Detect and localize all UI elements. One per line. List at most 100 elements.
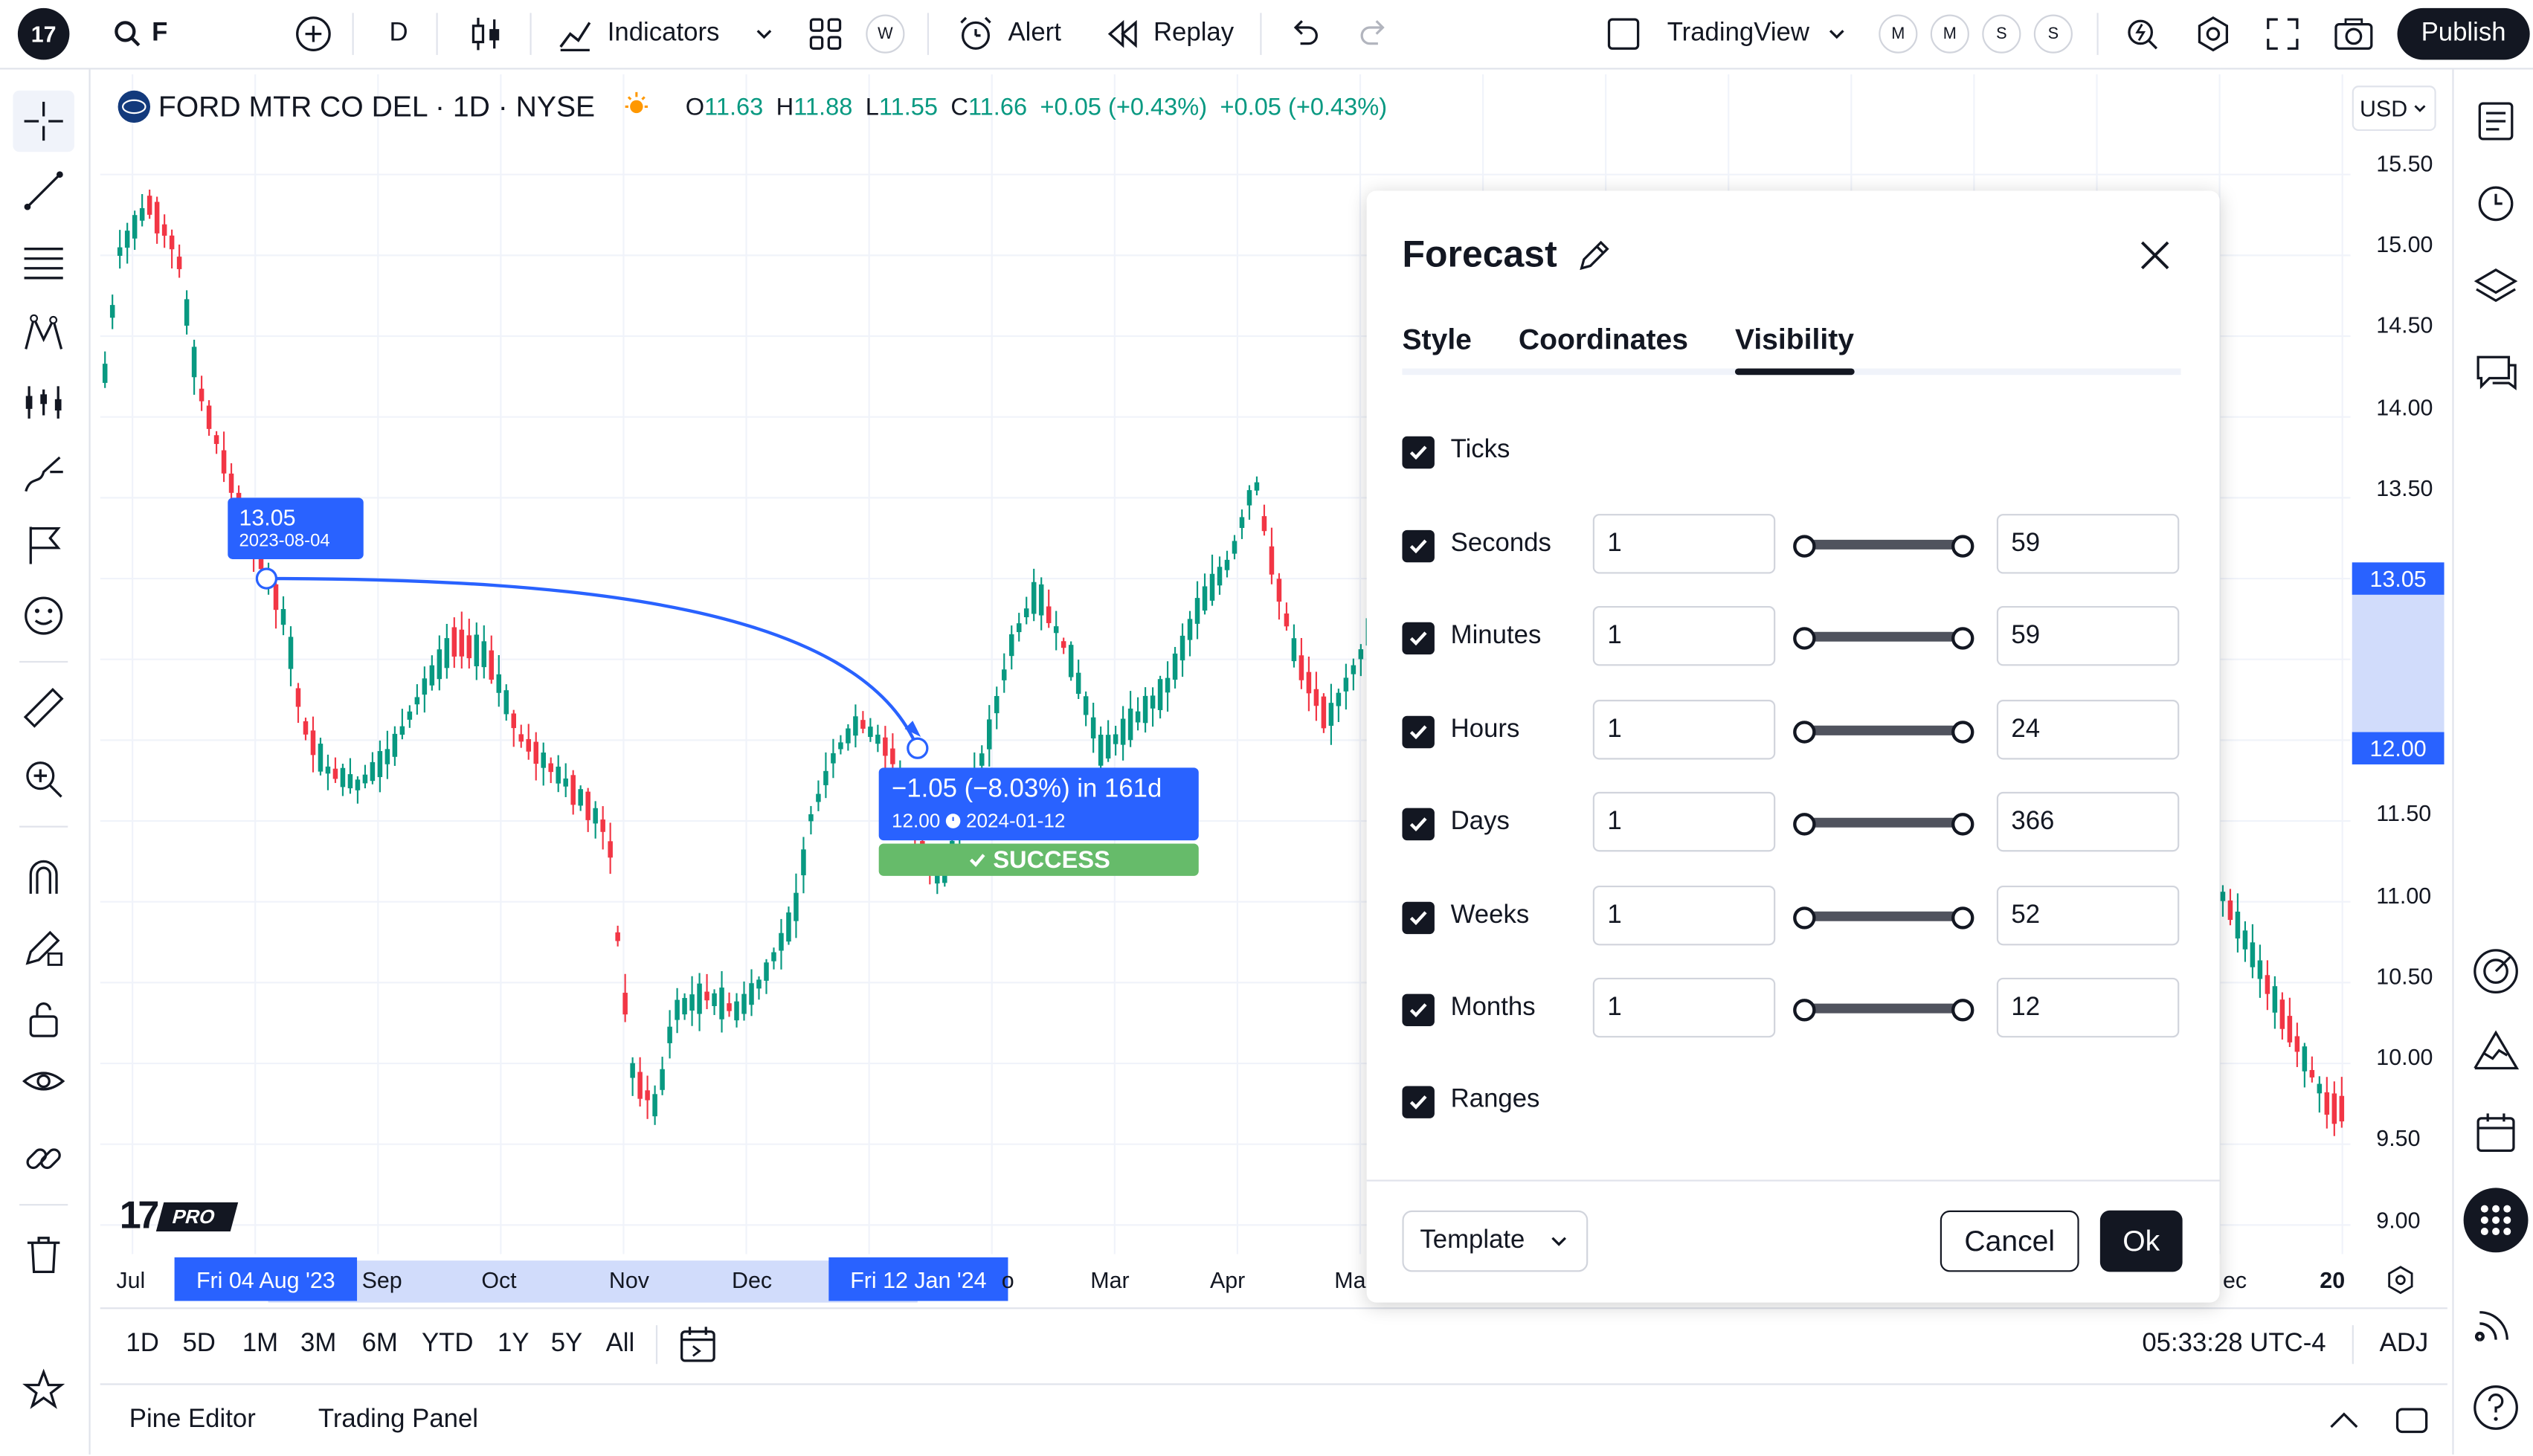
badge-2[interactable]: M (1930, 0, 1969, 68)
measure-tool[interactable] (13, 677, 74, 739)
layout-button[interactable]: TradingView (1606, 0, 1848, 68)
days-range-slider[interactable] (1793, 813, 1974, 836)
rename-button[interactable] (1577, 237, 1612, 281)
w-badge[interactable]: W (866, 0, 905, 68)
range-button-1y[interactable]: 1Y (498, 1330, 530, 1358)
icons-tool[interactable] (13, 585, 74, 647)
hide-drawings[interactable] (13, 1052, 74, 1114)
alert-button[interactable]: Alert (956, 0, 1061, 68)
slider-min-handle[interactable] (1793, 721, 1816, 744)
targets-button[interactable] (2467, 942, 2525, 1000)
templates-grid-button[interactable] (808, 0, 843, 68)
ideas-button[interactable] (2467, 1022, 2525, 1080)
annotation-tool[interactable] (13, 514, 74, 576)
chats-button[interactable] (2467, 344, 2525, 402)
ok-button[interactable]: Ok (2099, 1210, 2183, 1272)
calendar-button[interactable] (2467, 1104, 2525, 1162)
template-dropdown[interactable]: Template (1402, 1210, 1589, 1272)
chevron-down-icon[interactable] (753, 0, 775, 68)
crosshair-tool[interactable] (13, 90, 74, 152)
tab-style[interactable]: Style (1402, 323, 1472, 356)
badge-4[interactable]: S (2033, 0, 2073, 68)
weeks-range-slider[interactable] (1793, 906, 1974, 930)
layers-button[interactable] (2467, 259, 2525, 317)
currency-button[interactable]: USD (2352, 86, 2436, 132)
go-to-date-button[interactable] (678, 1309, 717, 1380)
minutes-from-input[interactable]: 1 (1592, 605, 1776, 666)
seconds-checkbox[interactable] (1402, 529, 1435, 563)
tab-coordinates[interactable]: Coordinates (1518, 323, 1688, 356)
favorites-button[interactable] (13, 1359, 74, 1421)
months-checkbox[interactable] (1402, 993, 1435, 1027)
brush-tool[interactable] (13, 445, 74, 506)
range-button-5y[interactable]: 5Y (550, 1330, 583, 1358)
zoom-tool[interactable] (13, 748, 74, 810)
forecast-curve[interactable] (266, 576, 919, 750)
range-button-3m[interactable]: 3M (300, 1330, 337, 1358)
prediction-tool[interactable] (13, 372, 74, 434)
weeks-from-input[interactable]: 1 (1592, 885, 1776, 946)
trend-line-tool[interactable] (13, 160, 74, 222)
publish-button[interactable]: Publish (2397, 7, 2530, 60)
days-checkbox[interactable] (1402, 808, 1435, 841)
close-button[interactable] (2136, 236, 2175, 283)
help-button[interactable] (2467, 1379, 2525, 1437)
axis-settings-button[interactable] (2384, 1264, 2416, 1304)
tradingview-logo[interactable]: 17 (16, 0, 71, 68)
slider-min-handle[interactable] (1793, 535, 1816, 558)
fib-tool[interactable] (13, 231, 74, 293)
days-to-input[interactable]: 366 (1996, 791, 2180, 852)
fullscreen-button[interactable] (2265, 0, 2300, 68)
settings-button[interactable] (2194, 0, 2233, 68)
snapshot-button[interactable] (2333, 0, 2375, 68)
slider-max-handle[interactable] (1951, 813, 1974, 836)
ticks-checkbox[interactable] (1402, 436, 1435, 469)
tab-trading-panel[interactable]: Trading Panel (318, 1405, 479, 1434)
seconds-to-input[interactable]: 59 (1996, 514, 2180, 574)
minutes-range-slider[interactable] (1793, 627, 1974, 650)
minutes-to-input[interactable]: 59 (1996, 605, 2180, 666)
slider-min-handle[interactable] (1793, 999, 1816, 1022)
hours-to-input[interactable]: 24 (1996, 700, 2180, 760)
magnet-tool[interactable] (13, 847, 74, 909)
range-button-1d[interactable]: 1D (126, 1330, 159, 1358)
days-from-input[interactable]: 1 (1592, 791, 1776, 852)
chart-type-button[interactable] (469, 0, 504, 68)
streams-button[interactable] (2467, 1295, 2525, 1353)
remove-drawings[interactable] (13, 1223, 74, 1285)
slider-max-handle[interactable] (1951, 906, 1974, 930)
cancel-button[interactable]: Cancel (1940, 1210, 2079, 1272)
range-button-6m[interactable]: 6M (361, 1330, 398, 1358)
compare-symbol-button[interactable] (294, 0, 332, 68)
months-range-slider[interactable] (1793, 999, 1974, 1022)
range-button-5d[interactable]: 5D (182, 1330, 216, 1358)
redo-button[interactable] (1359, 0, 1391, 68)
symbol-search-button[interactable]: F (113, 0, 167, 68)
undo-button[interactable] (1287, 0, 1319, 68)
clock-display[interactable]: 05:33:28 UTC-4 (2142, 1330, 2326, 1358)
weeks-to-input[interactable]: 52 (1996, 885, 2180, 946)
maximize-panel-button[interactable] (2394, 1385, 2430, 1456)
hours-range-slider[interactable] (1793, 721, 1974, 744)
replay-button[interactable]: Replay (1105, 0, 1234, 68)
quick-search-button[interactable] (2122, 0, 2161, 68)
badge-3[interactable]: S (1982, 0, 2021, 68)
range-button-1m[interactable]: 1M (242, 1330, 279, 1358)
tab-visibility[interactable]: Visibility (1734, 323, 1855, 356)
products-button[interactable] (2463, 1188, 2529, 1253)
indicators-button[interactable]: Indicators (556, 0, 719, 68)
forecast-result-label[interactable]: −1.05 (−8.03%) in 161d 12.00 2024-01-12 (878, 767, 1199, 841)
slider-min-handle[interactable] (1793, 906, 1816, 930)
months-from-input[interactable]: 1 (1592, 977, 1776, 1038)
forecast-end-handle[interactable] (907, 737, 929, 759)
watchlist-button[interactable] (2467, 92, 2525, 150)
slider-max-handle[interactable] (1951, 721, 1974, 744)
lock-drawings[interactable] (13, 988, 74, 1049)
sync-drawings[interactable] (13, 1128, 74, 1190)
range-button-ytd[interactable]: YTD (421, 1330, 474, 1358)
interval-button[interactable]: D (389, 19, 408, 48)
minutes-checkbox[interactable] (1402, 622, 1435, 655)
stay-in-drawing-mode[interactable] (13, 916, 74, 978)
seconds-from-input[interactable]: 1 (1592, 514, 1776, 574)
collapse-panel-button[interactable] (2326, 1385, 2362, 1456)
